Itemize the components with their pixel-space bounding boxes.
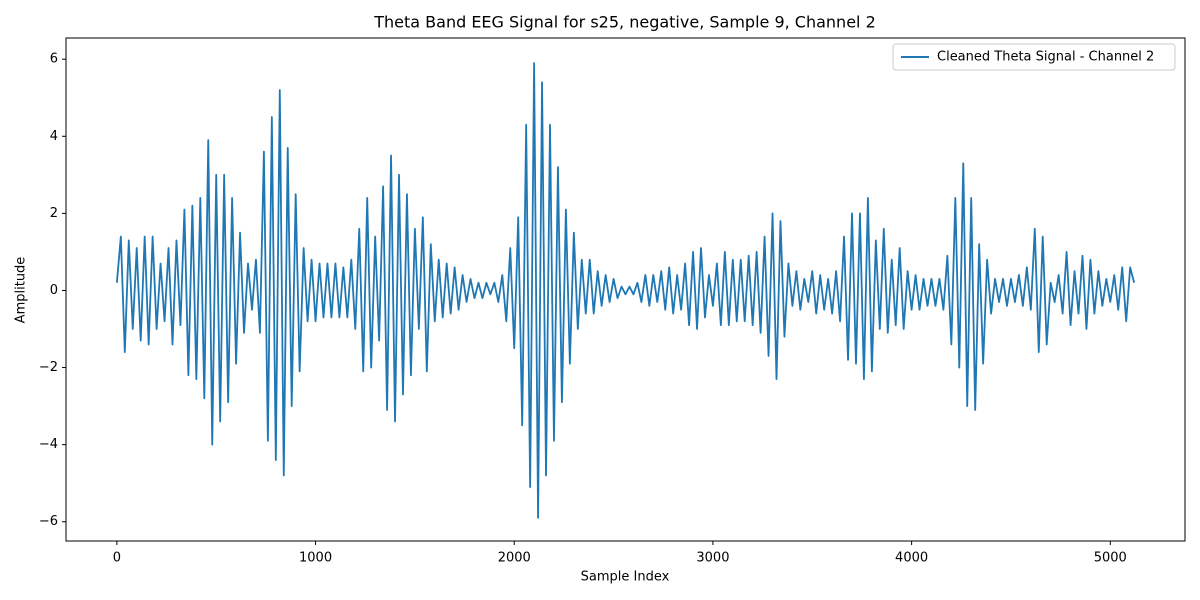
legend-label: Cleaned Theta Signal - Channel 2 xyxy=(937,50,1154,65)
x-tick-label: 5000 xyxy=(1094,551,1127,566)
chart-title: Theta Band EEG Signal for s25, negative,… xyxy=(373,13,876,32)
y-tick-label: 6 xyxy=(50,52,58,67)
x-tick-label: 1000 xyxy=(299,551,332,566)
y-tick-label: −2 xyxy=(39,360,58,375)
y-tick-label: 2 xyxy=(50,206,58,221)
y-tick-label: 0 xyxy=(50,283,58,298)
y-tick-label: −4 xyxy=(39,437,58,452)
y-tick-label: −6 xyxy=(39,514,58,529)
plot-frame xyxy=(65,37,1186,542)
x-tick-label: 2000 xyxy=(498,551,531,566)
x-axis-label: Sample Index xyxy=(581,570,670,585)
y-tick-label: 4 xyxy=(50,129,58,144)
y-axis-label: Amplitude xyxy=(14,257,29,324)
x-tick-label: 4000 xyxy=(895,551,928,566)
legend-box xyxy=(892,43,1176,71)
x-tick-label: 3000 xyxy=(696,551,729,566)
signal-line xyxy=(115,62,1136,519)
x-tick-label: 0 xyxy=(113,551,121,566)
